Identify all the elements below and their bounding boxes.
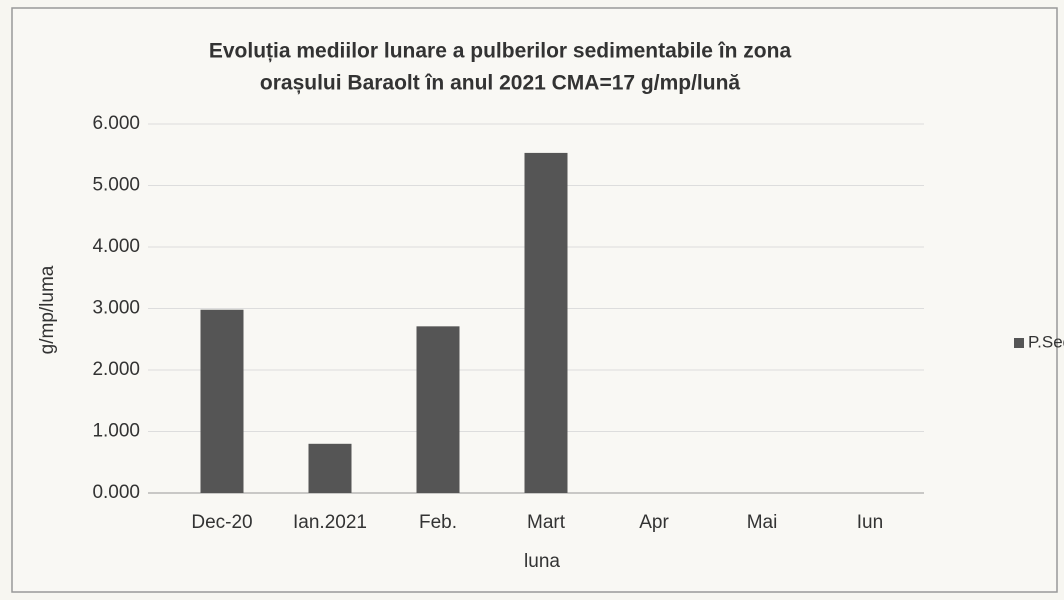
x-tick-label: Dec-20 <box>191 512 252 533</box>
x-tick-label: Mai <box>747 512 778 533</box>
y-tick-label: 1.000 <box>92 421 140 442</box>
bar <box>416 326 460 493</box>
x-tick-label: Apr <box>639 512 669 533</box>
legend-label: P.Sed <box>1028 332 1064 351</box>
y-tick-label: 3.000 <box>92 298 140 319</box>
y-tick-label: 4.000 <box>92 236 140 257</box>
y-tick-label: 6.000 <box>92 113 140 134</box>
x-tick-label: Iun <box>857 512 883 533</box>
bar <box>308 443 352 493</box>
chart-title: Evoluția mediilor lunare a pulberilor se… <box>209 40 792 63</box>
x-axis-title: luna <box>524 551 560 572</box>
bar <box>524 152 568 493</box>
x-tick-label: Mart <box>527 512 566 533</box>
y-tick-label: 0.000 <box>92 482 140 503</box>
legend-swatch <box>1014 338 1024 348</box>
x-tick-label: Feb. <box>419 512 457 533</box>
chart-title: orașului Baraolt în anul 2021 CMA=17 g/m… <box>260 72 741 95</box>
x-tick-label: Ian.2021 <box>293 512 367 533</box>
bar <box>200 309 244 493</box>
y-axis-title: g/mp/luma <box>37 265 58 354</box>
y-tick-label: 5.000 <box>92 175 140 196</box>
y-tick-label: 2.000 <box>92 359 140 380</box>
